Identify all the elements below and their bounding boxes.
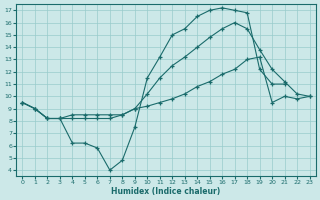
- X-axis label: Humidex (Indice chaleur): Humidex (Indice chaleur): [111, 187, 221, 196]
